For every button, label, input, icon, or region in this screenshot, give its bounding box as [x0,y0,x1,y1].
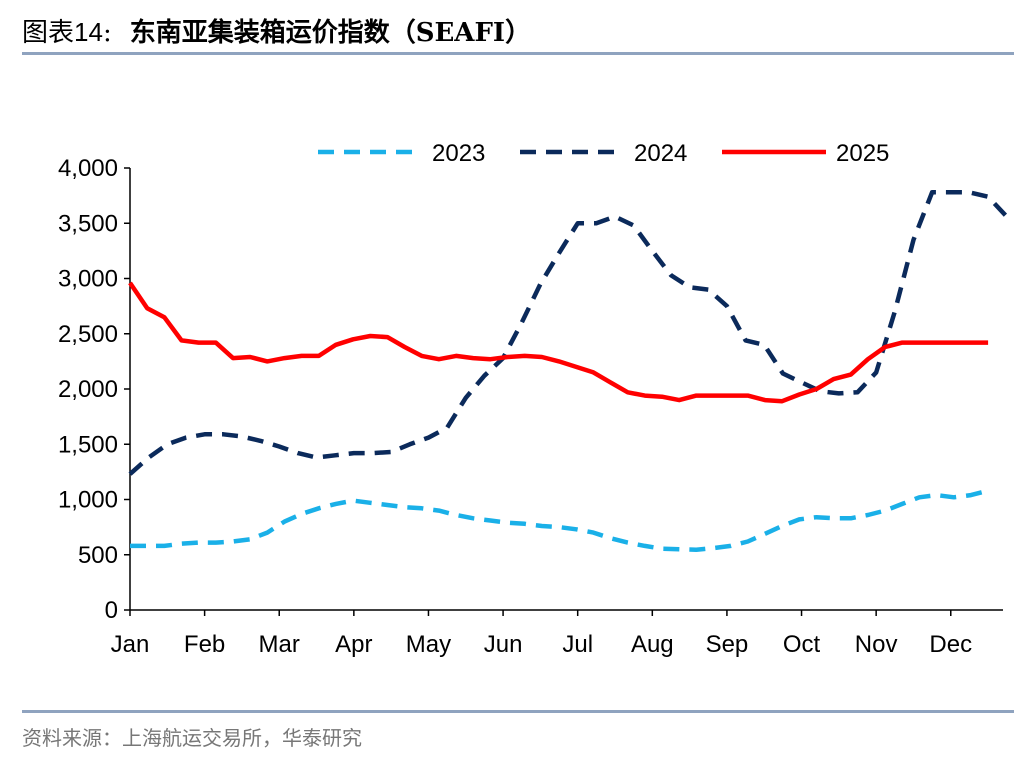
series-line-2023 [130,488,989,553]
y-tick-label: 0 [105,597,118,624]
figure-colon: : [102,18,112,48]
x-tick-label: Jan [111,631,150,658]
series-line-2025 [128,281,989,404]
legend: 2023 2024 2025 [318,140,889,167]
legend-label-2025: 2025 [836,140,889,167]
y-tick-label: 3,000 [58,266,118,293]
x-tick-label: May [406,631,451,658]
x-tick-label: Mar [259,631,300,658]
x-tick-label: Sep [706,631,749,658]
chart-title: 东南亚集装箱运价指数（SEAFI） [129,18,532,48]
x-tick-label: Aug [631,631,674,658]
top-divider [22,52,1014,55]
x-tick-label: Dec [929,631,972,658]
figure-title: 图表14: 东南亚集装箱运价指数（SEAFI） [22,12,531,49]
x-tick-label: Nov [855,631,898,658]
y-tick-label: 2,500 [58,321,118,348]
source-note: 资料来源：上海航运交易所，华泰研究 [22,726,362,750]
x-tick-label: Jul [562,631,593,658]
y-tick-label: 2,000 [58,376,118,403]
x-tick-label: Jun [484,631,523,658]
y-tick-label: 500 [78,542,118,569]
x-tick-label: Oct [783,631,821,658]
legend-label-2023: 2023 [432,140,485,167]
y-tick-label: 4,000 [58,155,118,182]
figure-number: 14 [74,17,103,47]
y-tick-label: 1,000 [58,487,118,514]
bottom-divider [22,710,1014,713]
x-tick-label: Apr [335,631,372,658]
legend-label-2024: 2024 [634,140,687,167]
series-lines [128,190,1009,553]
x-tick-label: Feb [184,631,225,658]
y-tick-label: 3,500 [58,210,118,237]
series-line-2024 [128,190,1009,476]
figure-prefix: 图表 [22,18,75,48]
axes: 0 500 1,000 1,500 2,000 2,500 3,000 3,500 4,000 J… [58,155,1003,658]
y-tick-label: 1,500 [58,431,118,458]
